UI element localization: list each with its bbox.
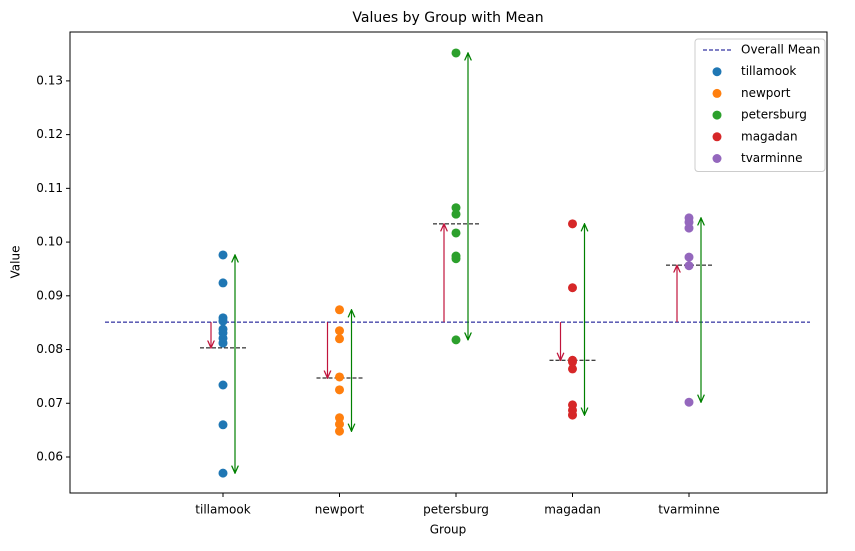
y-axis-label: Value [9,246,23,279]
point [451,203,461,213]
point [335,385,344,395]
y-tick-label: 0.12 [36,127,63,141]
y-tick-label: 0.06 [36,450,63,464]
point [451,335,461,345]
x-tick-label: magadan [544,503,601,517]
legend-label: magadan [741,129,798,143]
point [335,419,344,429]
point [335,426,344,436]
legend-label: petersburg [741,108,807,122]
legend-marker [712,132,722,142]
point [218,468,228,478]
point [451,228,461,238]
point [568,410,577,420]
point [684,261,694,271]
legend-label: newport [741,86,791,100]
point [684,397,694,407]
point [335,305,344,315]
y-tick-label: 0.08 [36,342,63,356]
chart-title: Values by Group with Mean [352,10,543,26]
point [684,223,694,233]
legend-label: tillamook [741,64,796,78]
point [335,372,344,382]
plot-frame [69,31,828,494]
point [451,209,461,219]
x-tick-label: petersburg [423,503,489,517]
legend-label: Overall Mean [741,43,820,57]
point [218,250,228,260]
legend-marker [712,110,722,120]
point [335,334,344,344]
point [218,380,228,390]
y-tick-label: 0.13 [36,73,63,87]
legend-box [694,38,826,172]
point [568,283,577,293]
point [568,364,577,374]
point [218,316,228,326]
point [684,252,694,262]
legend-label: tvarminne [741,151,803,165]
point [218,338,228,348]
point [568,219,577,229]
point [568,357,577,367]
x-tick-label: tvarminne [658,503,720,517]
point [335,326,344,336]
y-tick-label: 0.11 [36,181,63,195]
point [218,278,228,288]
y-tick-label: 0.09 [36,288,63,302]
y-tick-label: 0.07 [36,396,63,410]
x-tick-label: tillamook [195,503,250,517]
point [451,254,461,264]
legend-marker [712,88,722,98]
point [451,48,461,58]
x-axis-label: Group [430,523,467,537]
y-tick-label: 0.10 [36,235,63,249]
legend-marker [712,67,722,77]
point [218,420,228,430]
point [335,413,344,423]
x-tick-label: newport [315,503,365,517]
legend-marker [712,154,722,163]
